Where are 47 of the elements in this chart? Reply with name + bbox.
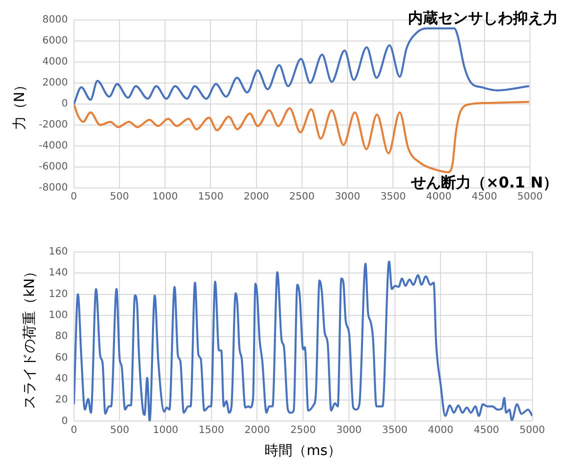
y-axis-title: 力（N） xyxy=(12,78,28,130)
line-series xyxy=(74,27,530,105)
y-tick-label: 6000 xyxy=(42,36,68,47)
x-tick-label: 2000 xyxy=(244,192,270,203)
y-tick-label: -8000 xyxy=(38,182,68,194)
x-tick-label: 1000 xyxy=(152,192,178,203)
y-tick-label: -6000 xyxy=(38,162,68,173)
y-tick-label: 40 xyxy=(55,373,68,384)
x-tick-label: 0 xyxy=(70,424,78,436)
x-tick-label: 2000 xyxy=(244,424,270,436)
y-tick-label: 0 xyxy=(61,98,68,110)
x-tick-label: 500 xyxy=(110,424,130,436)
y-tick-label: -2000 xyxy=(38,120,68,131)
x-tick-label: 5000 xyxy=(520,424,545,436)
y-tick-label: 140 xyxy=(48,268,68,279)
x-tick-label: 4500 xyxy=(474,424,500,436)
x-tick-label: 2500 xyxy=(290,424,316,436)
y-tick-label: 8000 xyxy=(42,14,68,26)
y-tick-label: 4000 xyxy=(42,56,68,68)
line-series xyxy=(74,100,530,174)
x-tick-label: 2500 xyxy=(289,192,315,203)
y-axis-title: スライドの荷重（kN） xyxy=(22,264,38,409)
y-tick-label: 60 xyxy=(55,352,68,364)
y-tick-label: 0 xyxy=(62,416,68,427)
x-tick-label: 1000 xyxy=(152,424,178,436)
x-tick-label: 0 xyxy=(70,192,78,203)
x-tick-label: 3000 xyxy=(336,424,362,436)
y-tick-label: 120 xyxy=(48,288,68,300)
y-tick-label: 80 xyxy=(55,331,68,342)
x-tick-label: 1500 xyxy=(198,192,224,203)
x-tick-label: 3500 xyxy=(380,192,406,203)
y-tick-label: 2000 xyxy=(42,78,68,89)
x-tick-label: 500 xyxy=(110,192,130,203)
x-tick-label: 3500 xyxy=(382,424,408,436)
x-tick-label: 4000 xyxy=(428,424,454,436)
series-label: 内蔵センサしわ抑え力 xyxy=(408,8,558,27)
x-tick-label: 3000 xyxy=(334,192,360,203)
y-tick-label: 160 xyxy=(48,246,68,258)
y-tick-label: 20 xyxy=(55,394,68,406)
x-tick-label: 4000 xyxy=(426,192,452,203)
x-tick-label: 5000 xyxy=(517,192,543,203)
x-tick-label: 1500 xyxy=(198,424,224,436)
x-tick-label: 4500 xyxy=(472,192,498,203)
y-tick-label: 100 xyxy=(48,310,68,322)
x-axis-title: 時間（ms） xyxy=(264,443,342,460)
y-tick-label: -4000 xyxy=(38,140,68,152)
series-label: せん断力（×0.1 N） xyxy=(410,174,558,192)
